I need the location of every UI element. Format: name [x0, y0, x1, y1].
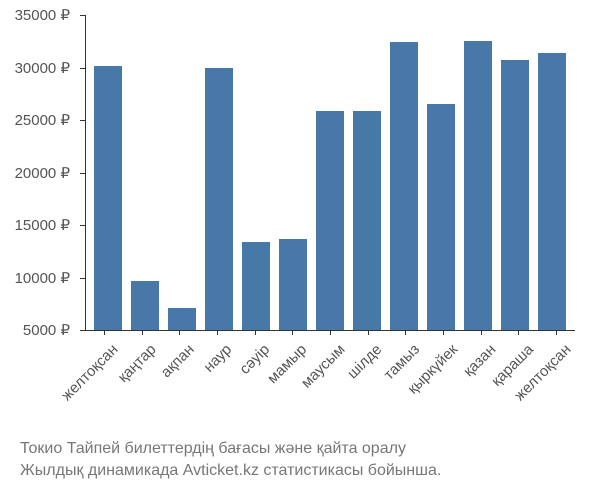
y-tick-mark	[80, 173, 85, 174]
y-tick-label: 30000 ₽	[0, 59, 70, 77]
bar	[316, 111, 344, 330]
bar	[538, 53, 566, 330]
x-tick-mark	[217, 330, 218, 335]
y-tick-label: 5000 ₽	[0, 321, 70, 339]
y-tick-mark	[80, 330, 85, 331]
bar	[427, 104, 455, 330]
x-tick-mark	[292, 330, 293, 335]
y-tick-mark	[80, 278, 85, 279]
x-tick-mark	[368, 330, 369, 335]
y-tick-label: 35000 ₽	[0, 6, 70, 24]
chart-area	[85, 15, 575, 330]
x-tick-mark	[481, 330, 482, 335]
x-tick-mark	[443, 330, 444, 335]
bar	[501, 60, 529, 330]
x-tick-mark	[179, 330, 180, 335]
y-tick-mark	[80, 68, 85, 69]
bar	[390, 42, 418, 330]
bars-group	[85, 15, 575, 330]
y-tick-mark	[80, 15, 85, 16]
bar	[94, 66, 122, 330]
bar	[279, 239, 307, 330]
x-tick-mark	[405, 330, 406, 335]
y-tick-mark	[80, 225, 85, 226]
bar	[353, 111, 381, 330]
x-tick-label: қаңтар	[115, 341, 160, 386]
x-tick-mark	[556, 330, 557, 335]
bar	[205, 68, 233, 331]
x-tick-mark	[142, 330, 143, 335]
x-tick-label: шілде	[345, 341, 386, 382]
bar	[131, 281, 159, 330]
y-tick-label: 10000 ₽	[0, 269, 70, 287]
y-tick-label: 20000 ₽	[0, 164, 70, 182]
x-tick-mark	[104, 330, 105, 335]
caption-line-1: Токио Тайпей билеттердің бағасы және қай…	[20, 438, 580, 460]
y-tick-mark	[80, 120, 85, 121]
bar	[242, 242, 270, 330]
x-tick-mark	[255, 330, 256, 335]
x-axis-labels: желтоқсанқаңтарақпаннаурсәуірмамырмаусым…	[85, 335, 575, 435]
bar	[464, 41, 492, 330]
x-tick-mark	[518, 330, 519, 335]
x-tick-mark	[330, 330, 331, 335]
y-tick-label: 15000 ₽	[0, 216, 70, 234]
y-tick-label: 25000 ₽	[0, 111, 70, 129]
x-tick-label: желтоқсан	[59, 341, 122, 404]
chart-caption: Токио Тайпей билеттердің бағасы және қай…	[20, 438, 580, 483]
bar	[168, 308, 196, 330]
y-axis: 5000 ₽10000 ₽15000 ₽20000 ₽25000 ₽30000 …	[0, 15, 80, 330]
x-tick-label: ақпан	[157, 341, 197, 381]
caption-line-2: Жылдық динамикада Avticket.kz статистика…	[20, 460, 580, 482]
x-tick-label: наур	[200, 341, 235, 376]
